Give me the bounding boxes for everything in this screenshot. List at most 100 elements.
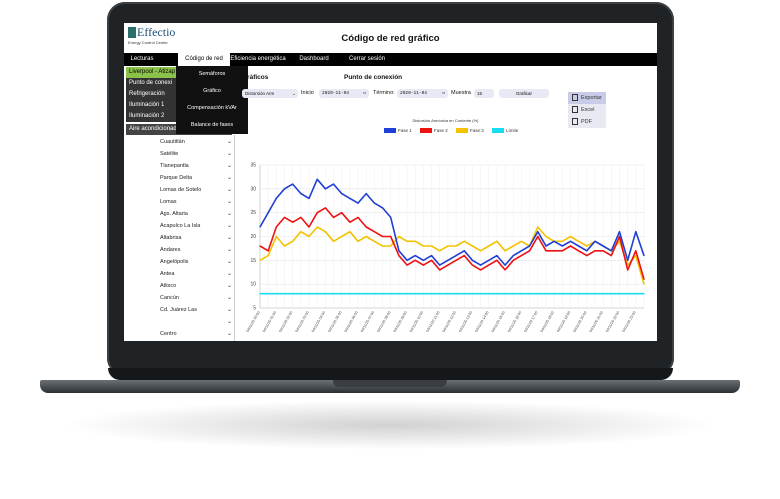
metric-select[interactable]: Distorsión Arm ⌄: [242, 89, 298, 98]
store-list-item[interactable]: Angelópolis ⌄: [160, 257, 232, 269]
data-point: [349, 197, 351, 199]
nav-cerrar-sesion[interactable]: Cerrar sesión: [348, 56, 385, 62]
series-line-fase-1: [259, 178, 645, 266]
nav-lecturas[interactable]: Lecturas: [130, 56, 154, 62]
logo-icon: [128, 27, 136, 38]
chevron-down-icon: ⌄: [226, 247, 232, 253]
data-point: [349, 221, 351, 223]
data-point: [471, 264, 474, 266]
termino-value: 2020-11-04: [400, 91, 428, 96]
codigo-red-dropdown: Semáforos Gráfico Compensación kVAr Bala…: [176, 66, 248, 134]
store-list-item[interactable]: Andares ⌄: [160, 245, 232, 257]
data-point: [553, 240, 555, 242]
legend-label: Fase 2: [434, 128, 448, 133]
left-menu-liverpool[interactable]: Liverpool - Atizap: [126, 67, 181, 78]
y-tick-label: 5: [253, 306, 256, 312]
data-point: [267, 293, 269, 295]
data-point: [357, 240, 359, 242]
store-list-item[interactable]: Ags. Altaria ⌄: [160, 209, 232, 221]
data-point: [365, 226, 367, 228]
inicio-date-input[interactable]: 2020-11-04 ▭: [319, 89, 369, 98]
legend-item[interactable]: Límite: [492, 128, 518, 134]
dropdown-grafico[interactable]: Gráfico: [203, 88, 221, 94]
muestra-input[interactable]: 15: [474, 89, 494, 98]
nav-eficiencia[interactable]: Eficiencia energética: [230, 56, 286, 62]
store-list-item[interactable]: Lomas de Sotelo ⌄: [160, 185, 232, 197]
store-list-item[interactable]: Antea ⌄: [160, 269, 232, 281]
dropdown-semaforos[interactable]: Semáforos: [198, 71, 226, 77]
nav-codigo-de-red[interactable]: Código de red: [178, 53, 230, 66]
data-point: [373, 202, 375, 204]
legend-swatch: [384, 128, 396, 134]
pdf-icon: [572, 118, 578, 126]
x-tick-label: 04/11/20 00:00: [246, 311, 261, 334]
data-point: [545, 235, 547, 238]
data-point: [267, 250, 269, 252]
dropdown-compensacion[interactable]: Compensación kVAr: [187, 105, 237, 111]
data-point: [398, 235, 400, 238]
store-list-item[interactable]: Cancún ⌄: [160, 293, 232, 305]
chevron-down-icon: ⌄: [226, 319, 232, 325]
excel-button[interactable]: Excel: [568, 104, 606, 116]
store-list-item[interactable]: Atlixco ⌄: [160, 281, 232, 293]
nav-dashboard[interactable]: Dashboard: [299, 56, 329, 62]
series-line-fase-2: [259, 207, 645, 280]
data-point: [512, 254, 514, 257]
left-menu-refrigeracion[interactable]: Refrigeración: [126, 89, 181, 100]
muestra-value: 15: [477, 91, 483, 96]
data-point: [300, 293, 302, 295]
data-point: [504, 264, 506, 266]
metric-select-value: Distorsión Arm: [245, 91, 275, 96]
data-point: [586, 245, 588, 247]
legend-item[interactable]: Fase 2: [420, 128, 448, 134]
data-point: [537, 231, 539, 233]
chevron-down-icon: ⌄: [226, 223, 232, 229]
logo-text: Effectio: [137, 25, 176, 39]
store-list-item[interactable]: Acapulco La Isla ⌄: [160, 221, 232, 233]
data-point: [561, 293, 563, 295]
data-point: [488, 259, 490, 261]
data-point: [332, 216, 335, 219]
data-point: [349, 231, 351, 233]
data-point: [504, 293, 506, 295]
data-point: [520, 254, 523, 257]
store-list-item[interactable]: Parque Delta ⌄: [160, 173, 232, 185]
data-point: [512, 245, 514, 247]
chevron-down-icon: ⌄: [226, 187, 232, 193]
store-name: Cancún: [160, 295, 179, 301]
store-list-item[interactable]: Altabrisa ⌄: [160, 233, 232, 245]
data-point: [496, 254, 498, 257]
pdf-button[interactable]: PDF: [568, 116, 606, 128]
data-point: [463, 240, 465, 242]
export-button[interactable]: Exportar: [568, 92, 606, 104]
store-list-item[interactable]: Cd. Juárez Las ⌄: [160, 305, 232, 317]
store-name: Ags. Altaria: [160, 211, 188, 217]
data-point: [479, 264, 482, 266]
store-list-item[interactable]: Satélite ⌄: [160, 149, 232, 161]
dropdown-balance-fases[interactable]: Balance de fases: [190, 122, 234, 128]
store-list-item[interactable]: Lomas ⌄: [160, 197, 232, 209]
laptop-shadow: [60, 400, 720, 450]
store-name: Altabrisa: [160, 235, 182, 241]
data-point: [406, 259, 408, 261]
left-menu-punto-conexion[interactable]: Punto de conexi: [126, 78, 181, 89]
chart-title: Distorsión Armónica en Corriente (%): [412, 118, 479, 123]
legend-item[interactable]: Fase 1: [384, 128, 412, 134]
data-point: [316, 178, 318, 180]
legend-item[interactable]: Fase 3: [456, 128, 484, 134]
left-menu-iluminacion-2[interactable]: Iluminación 2: [126, 111, 181, 122]
store-list-item[interactable]: Cuautitlán ⌄: [160, 137, 232, 149]
left-menu-iluminacion-1[interactable]: Iluminación 1: [126, 100, 181, 111]
termino-date-input[interactable]: 2020-11-04 ▭: [397, 89, 448, 98]
data-point: [479, 250, 482, 252]
graficar-button[interactable]: Graficar: [499, 89, 549, 98]
data-point: [422, 245, 425, 247]
app-logo[interactable]: Effectio Energy Control Center: [128, 25, 176, 45]
store-list-item[interactable]: ⌄: [160, 317, 232, 329]
store-list-item[interactable]: Tlanepantla ⌄: [160, 161, 232, 173]
store-list-item[interactable]: Centro ⌄: [160, 329, 232, 341]
data-point: [455, 245, 457, 247]
data-point: [479, 293, 482, 295]
calendar-icon: ▭: [363, 91, 366, 96]
store-name: Cuautitlán: [160, 139, 185, 145]
